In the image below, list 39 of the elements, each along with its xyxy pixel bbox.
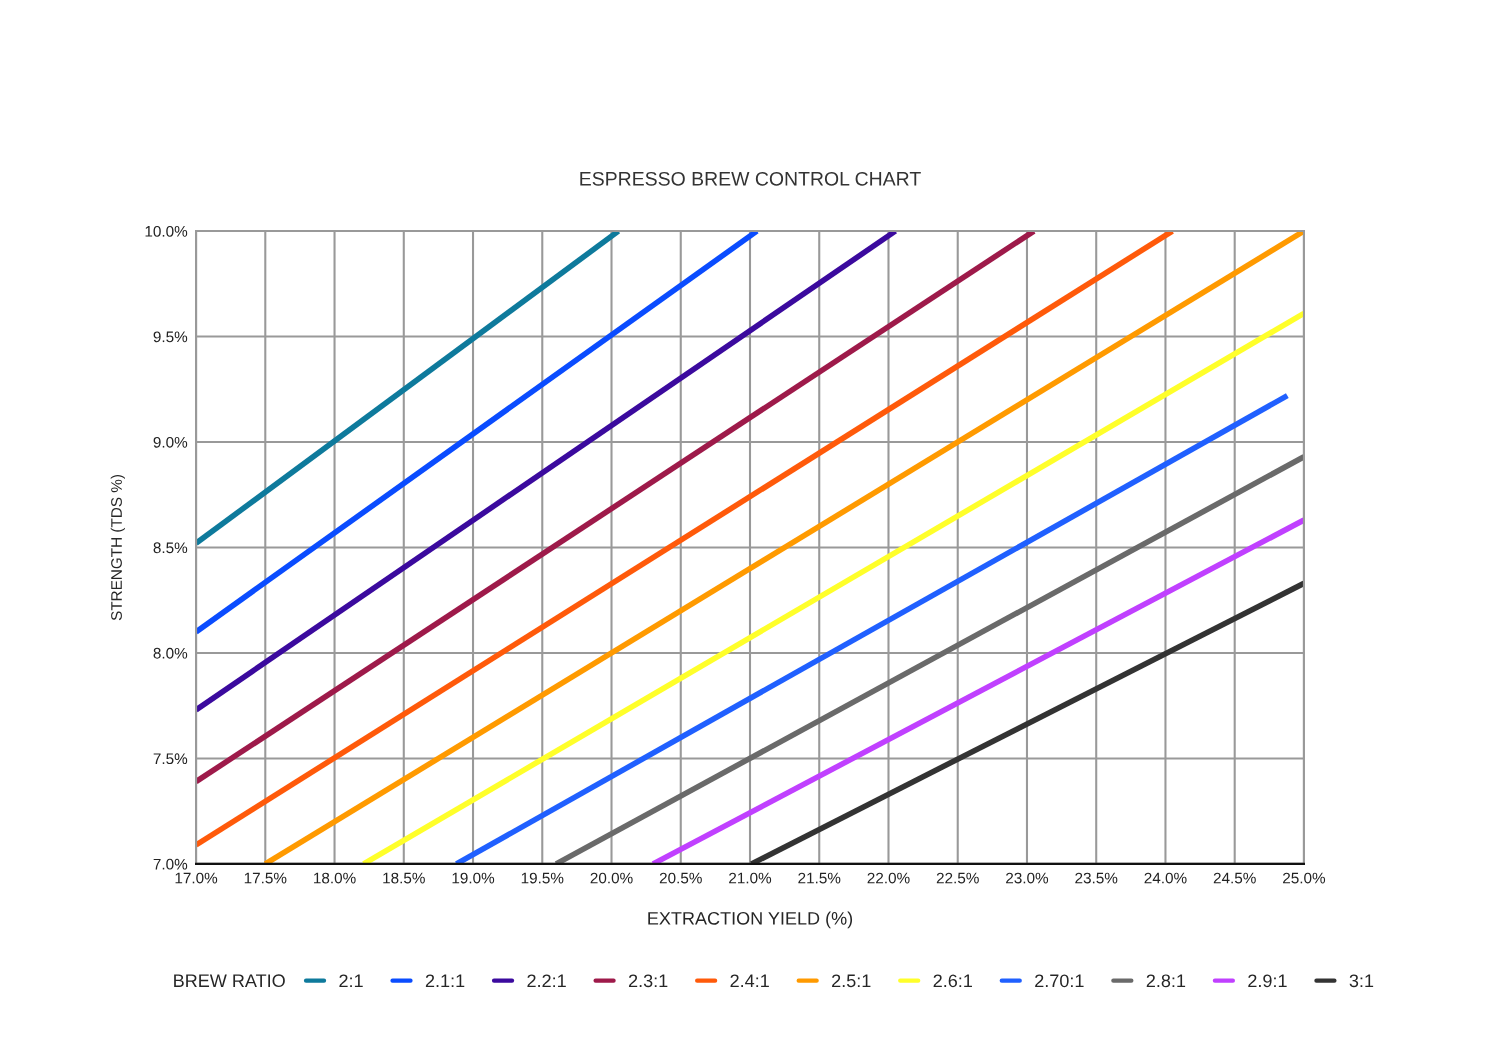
x-tick-label: 17.0% — [175, 872, 218, 884]
legend-label: 2.8:1 — [1146, 974, 1186, 988]
legend-label: 2.5:1 — [832, 974, 871, 988]
x-tick-label: 21.5% — [798, 872, 841, 884]
x-tick-label: 24.0% — [1144, 872, 1187, 884]
x-tick-label: 19.5% — [521, 872, 564, 884]
x-tick-label: 21.0% — [729, 872, 772, 884]
x-tick-label: 22.0% — [867, 872, 910, 884]
x-tick-label: 23.0% — [1006, 872, 1049, 884]
x-tick-label: 20.0% — [590, 872, 633, 884]
y-tick-label: 7.5% — [153, 753, 188, 765]
x-tick-label: 17.5% — [244, 872, 287, 884]
y-tick-label: 7.0% — [153, 858, 188, 870]
legend-label: 2.9:1 — [1248, 974, 1287, 988]
x-tick-label: 20.5% — [659, 872, 702, 884]
y-tick-label: 9.5% — [153, 331, 188, 343]
x-tick-label: 22.5% — [936, 872, 979, 884]
legend-title: BREW RATIO — [174, 974, 285, 988]
x-axis-title: EXTRACTION YIELD (%) — [648, 911, 853, 929]
x-tick-label: 23.5% — [1075, 872, 1118, 884]
x-tick-label: 24.5% — [1213, 872, 1256, 884]
x-tick-label: 25.0% — [1283, 872, 1326, 884]
legend-label: 2.6:1 — [933, 974, 972, 988]
legend-label: 3:1 — [1349, 974, 1374, 988]
x-tick-label: 18.5% — [383, 872, 425, 884]
y-axis-title: STRENGTH (TDS %) — [110, 475, 125, 621]
chart-title: ESPRESSO BREW CONTROL CHART — [580, 171, 921, 186]
legend-label: 2.1:1 — [425, 974, 465, 987]
legend-label: 2.4:1 — [730, 974, 769, 987]
legend-label: 2.3:1 — [628, 974, 668, 988]
y-tick-label: 8.0% — [153, 647, 188, 659]
y-tick-label: 9.0% — [153, 436, 188, 448]
x-tick-label: 18.0% — [314, 872, 356, 884]
x-tick-label: 19.0% — [452, 872, 495, 884]
legend-label: 2.70:1 — [1035, 974, 1084, 988]
y-tick-label: 10.0% — [145, 225, 188, 237]
y-tick-label: 8.5% — [153, 542, 188, 554]
legend-label: 2:1 — [339, 974, 363, 987]
legend-label: 2.2:1 — [527, 974, 566, 987]
